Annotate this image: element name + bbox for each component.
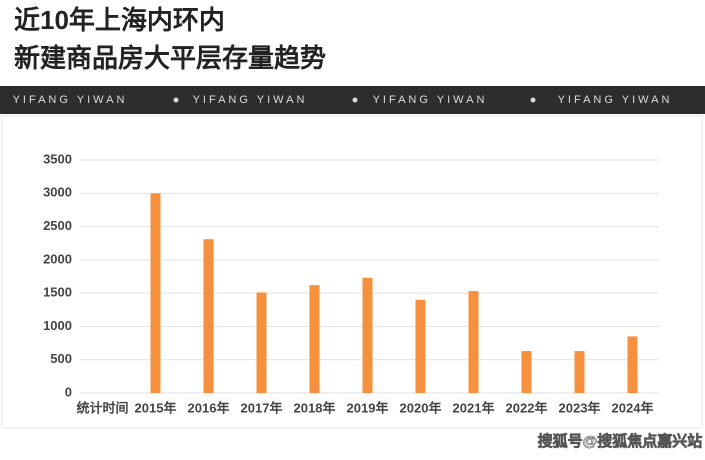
y-tick-label: 1500 xyxy=(43,285,72,300)
band-dot xyxy=(352,97,358,103)
y-tick-label: 2000 xyxy=(43,251,72,266)
x-tick-label: 2017年 xyxy=(241,400,283,415)
bar xyxy=(256,292,267,393)
bar xyxy=(468,291,479,393)
title-line: 近10年上海内环内 xyxy=(14,5,225,35)
x-tick-label: 2015年 xyxy=(135,400,177,415)
bar xyxy=(150,193,161,393)
y-tick-label: 3500 xyxy=(43,151,72,166)
y-tick-label: 1000 xyxy=(43,318,72,333)
x-tick-label: 2022年 xyxy=(506,400,548,415)
x-tick-label: 2020年 xyxy=(400,400,442,415)
x-tick-label: 2018年 xyxy=(294,400,336,415)
x-tick-label: 2023年 xyxy=(559,400,601,415)
x-tick-label: 2021年 xyxy=(453,400,495,415)
bar xyxy=(309,285,320,393)
x-tick-label: 2019年 xyxy=(347,400,389,415)
x-tick-label: 统计时间 xyxy=(76,400,128,415)
y-tick-label: 2500 xyxy=(43,218,72,233)
title-line: 新建商品房大平层存量趋势 xyxy=(14,43,326,73)
band-dot xyxy=(173,97,179,103)
y-tick-label: 500 xyxy=(50,351,72,366)
y-tick-label: 3000 xyxy=(43,185,72,200)
chart-panel xyxy=(1,115,703,429)
y-tick-label: 0 xyxy=(65,384,72,399)
bar xyxy=(203,239,214,393)
bar xyxy=(415,299,426,393)
band-text: YIFANG YIWAN xyxy=(13,94,128,106)
band-text: YIFANG YIWAN xyxy=(558,94,673,106)
bar xyxy=(521,351,532,393)
x-tick-label: 2016年 xyxy=(188,400,230,415)
x-tick-label: 2024年 xyxy=(612,400,654,415)
band-dot xyxy=(530,97,536,103)
band-text: YIFANG YIWAN xyxy=(373,94,488,106)
watermark: 搜狐号@搜狐焦点嘉兴站 xyxy=(538,432,703,450)
bar xyxy=(574,351,585,393)
band-text: YIFANG YIWAN xyxy=(193,94,308,106)
bar xyxy=(627,336,638,393)
bar xyxy=(362,277,373,393)
